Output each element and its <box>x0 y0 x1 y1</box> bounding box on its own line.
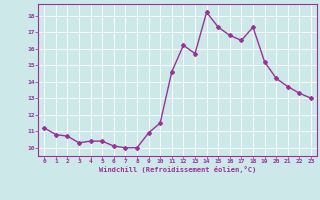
X-axis label: Windchill (Refroidissement éolien,°C): Windchill (Refroidissement éolien,°C) <box>99 166 256 173</box>
